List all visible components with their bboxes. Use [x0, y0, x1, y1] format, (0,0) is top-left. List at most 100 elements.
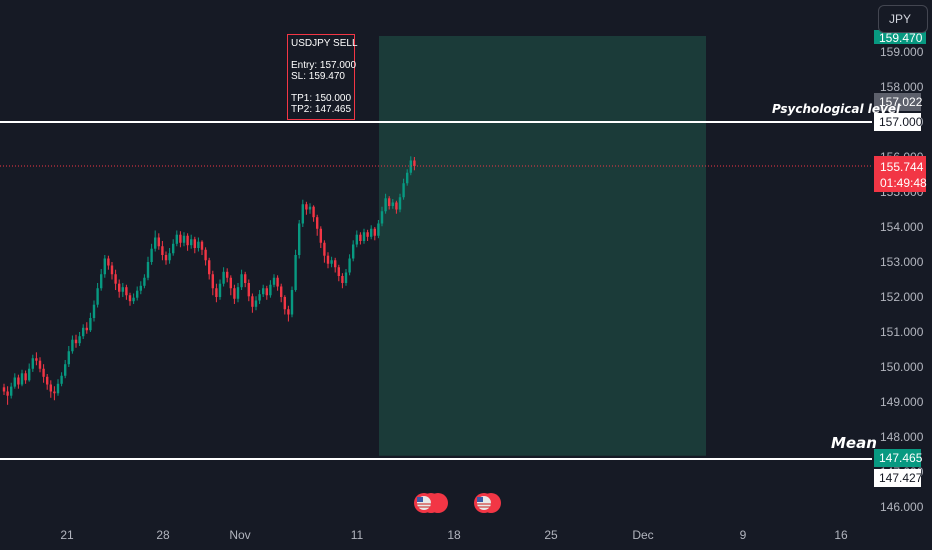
- time-tick-label: 9: [740, 528, 747, 542]
- candle-body: [254, 300, 258, 307]
- badge-mean-line-text: 147.427: [879, 471, 923, 485]
- badge-psych-line: 157.000: [874, 113, 923, 131]
- badge-top-partial-text: 159.470: [879, 31, 923, 45]
- countdown-text: 01:49:48: [880, 176, 927, 190]
- candle-body: [402, 183, 405, 198]
- time-tick-label: 11: [351, 528, 364, 542]
- candle-body: [28, 368, 31, 381]
- badge-psych-line-text: 157.000: [879, 115, 923, 129]
- candle-body: [121, 287, 124, 292]
- us-event-flags-icon[interactable]: [414, 493, 448, 513]
- candle-body: [298, 223, 301, 255]
- trade-zone: [379, 36, 706, 456]
- candle-body: [388, 198, 391, 206]
- candle-body: [49, 384, 52, 392]
- candle-body: [280, 286, 283, 297]
- trade-note[interactable]: USDJPY SELL Entry: 157.000 SL: 159.470 T…: [287, 34, 358, 120]
- badge-top-partial: 159.470: [874, 30, 926, 45]
- candle-body: [74, 339, 78, 344]
- currency-button[interactable]: JPY: [878, 5, 928, 33]
- candle-body: [92, 304, 96, 318]
- current-price-text: 155.744: [880, 160, 924, 174]
- candle-body: [175, 234, 178, 244]
- mean-label[interactable]: Mean: [831, 434, 877, 452]
- price-tick-label: 148.000: [880, 430, 924, 444]
- candle-body: [208, 260, 211, 275]
- badge-upper-grey-text: 157.022: [879, 95, 923, 109]
- candle-body: [262, 288, 265, 295]
- candle-body: [370, 228, 373, 237]
- candle-body: [154, 237, 157, 249]
- candle-body: [377, 223, 380, 236]
- candle-body: [391, 202, 394, 206]
- candle-body: [251, 296, 254, 307]
- candle-body: [31, 358, 34, 369]
- time-tick-label: 25: [544, 528, 558, 542]
- candle-body: [301, 204, 304, 224]
- time-tick-label: 16: [834, 528, 848, 542]
- candle-body: [161, 246, 164, 255]
- candle-body: [398, 197, 402, 210]
- candle-body: [222, 271, 225, 284]
- candle-body: [136, 290, 139, 298]
- price-tick-label: 159.000: [880, 45, 924, 59]
- candle-body: [190, 239, 193, 246]
- candle-body: [344, 272, 348, 283]
- candle-body: [139, 285, 142, 291]
- trade-note-sl: SL: 159.470: [291, 71, 345, 82]
- badge-mean-line: 147.427: [874, 469, 923, 487]
- candle-body: [204, 249, 207, 261]
- candle-body: [352, 244, 355, 259]
- candle-body: [215, 288, 218, 297]
- psychological-level-label[interactable]: Psychological level: [772, 102, 901, 116]
- candle-body: [366, 232, 369, 237]
- candle-body: [20, 373, 24, 385]
- candle-body: [10, 386, 13, 396]
- candle-body: [128, 295, 132, 302]
- candle-body: [197, 241, 200, 248]
- candle-body: [17, 377, 20, 385]
- badge-upper-grey: 157.022: [874, 93, 923, 111]
- candle-body: [64, 364, 67, 376]
- time-tick-label: 18: [447, 528, 461, 542]
- candle-body: [229, 277, 232, 289]
- price-tick-label: 152.000: [880, 290, 924, 304]
- candle-body: [168, 253, 171, 261]
- candle-body: [78, 336, 81, 344]
- candle-body: [67, 351, 70, 365]
- candle-body: [380, 211, 384, 224]
- candle-body: [406, 172, 409, 184]
- candle-body: [118, 283, 121, 292]
- candle-body: [60, 375, 63, 384]
- candle-body: [71, 339, 74, 352]
- time-axis[interactable]: 21 28 Nov 11 18 25 Dec 9 16: [60, 528, 848, 542]
- candle-body: [283, 297, 286, 310]
- candle-body: [182, 235, 186, 243]
- candle-body: [2, 387, 6, 392]
- candle-body: [276, 277, 279, 287]
- price-tick-label: 150.000: [880, 360, 924, 374]
- candle-body: [294, 255, 297, 290]
- candle-body: [244, 274, 247, 283]
- candle-body: [290, 290, 294, 315]
- time-tick-label: Dec: [632, 528, 653, 542]
- candle-body: [42, 368, 45, 377]
- trade-note-tp1: TP1: 150.000: [291, 93, 352, 104]
- candle-body: [164, 255, 168, 261]
- candles-group: [2, 156, 416, 405]
- price-tick-label: 153.000: [880, 255, 924, 269]
- candle-body: [53, 391, 56, 394]
- candle-body: [150, 248, 153, 262]
- candle-body: [355, 234, 358, 245]
- candle-body: [89, 318, 92, 331]
- trade-note-title: USDJPY SELL: [291, 38, 358, 49]
- candle-body: [218, 283, 222, 297]
- candle-body: [96, 288, 99, 305]
- us-event-flag-icon[interactable]: [474, 493, 501, 513]
- candle-body: [186, 235, 189, 246]
- candle-body: [330, 260, 333, 264]
- price-tick-label: 158.000: [880, 80, 924, 94]
- candle-body: [337, 267, 340, 276]
- candle-body: [395, 202, 398, 210]
